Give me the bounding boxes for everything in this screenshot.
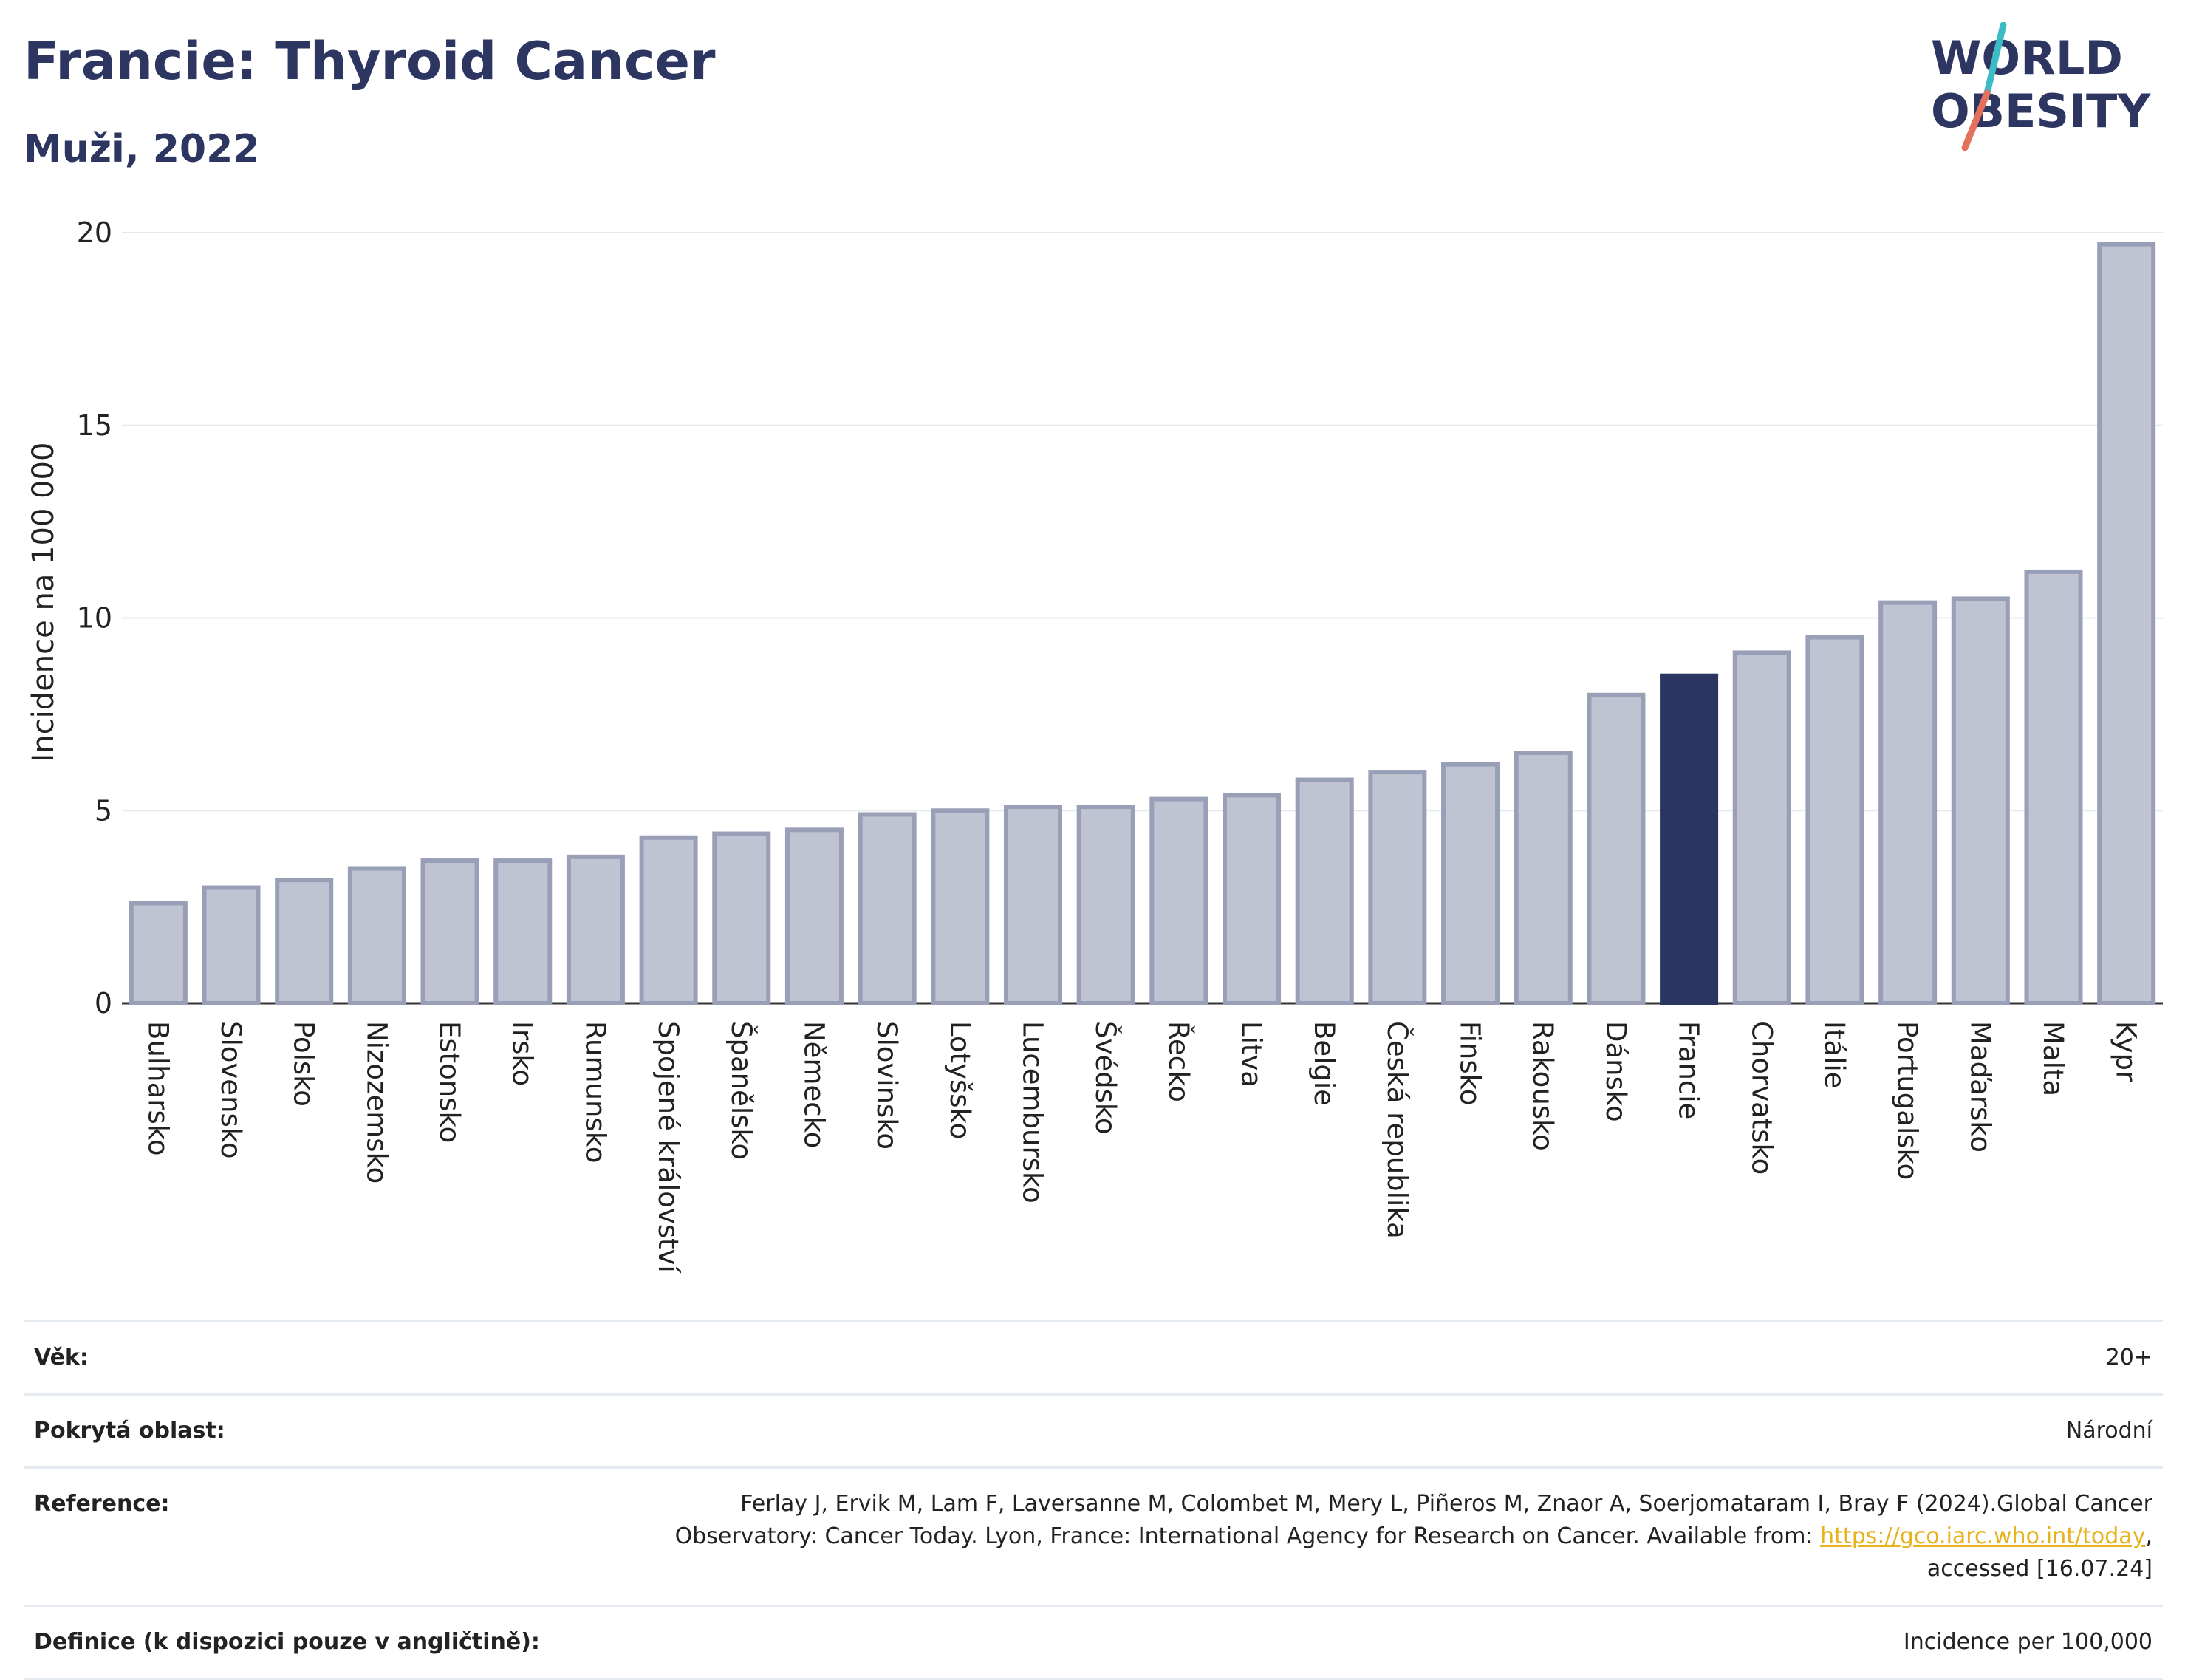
meta-value: Národní (2065, 1418, 2152, 1444)
bar-finsko (1441, 762, 1500, 1005)
bar-bulharsko (129, 901, 188, 1005)
logo-line-2: OBESITY (1931, 84, 2151, 138)
bar-německo (784, 827, 844, 1006)
x-tick-label: Slovinsko (871, 1021, 903, 1150)
x-tick-label: Německo (798, 1021, 830, 1148)
x-tick-label: Portugalsko (1892, 1021, 1924, 1180)
bar-polsko (275, 878, 334, 1005)
x-tick-label: Chorvatsko (1745, 1021, 1777, 1175)
bar-chorvatsko (1732, 650, 1791, 1005)
reference-text: Ferlay J, Ervik M, Lam F, Laversanne M, … (674, 1491, 2152, 1549)
x-tick-label: Malta (2037, 1021, 2069, 1096)
y-axis-label: Incidence na 100 000 (27, 443, 61, 762)
bar-slovinsko (858, 812, 917, 1006)
bar-maďarsko (1951, 596, 2010, 1005)
x-tick-label: Česká republika (1381, 1021, 1414, 1239)
y-tick-label: 10 (77, 602, 112, 635)
bar-chart: 0 5 10 15 20 Bulharsko Slovensko Polsko Nizozem… (27, 216, 2163, 1274)
bar-dánsko (1587, 692, 1646, 1005)
x-tick-label: Itálie (1819, 1021, 1850, 1088)
bar-lotyšsko (931, 808, 990, 1005)
world-obesity-logo: WORLD OBESITY (1931, 22, 2151, 151)
x-tick-label: Litva (1236, 1021, 1268, 1087)
meta-label: Pokrytá oblast: (34, 1418, 225, 1444)
bar-slovensko (202, 885, 261, 1005)
meta-value: Incidence per 100,000 (1903, 1629, 2152, 1655)
x-tick-label: Irsko (507, 1021, 538, 1086)
x-tick-label: Polsko (288, 1021, 320, 1107)
bar-řecko (1149, 796, 1208, 1005)
logo-line-1: WORLD (1931, 31, 2123, 85)
chart-title: Francie: Thyroid Cancer (24, 31, 716, 92)
bar-francie (1660, 673, 1719, 1005)
meta-row: Věk: 20+ (24, 1321, 2163, 1395)
bar-irsko (493, 858, 553, 1005)
x-tick-label: Estonsko (434, 1021, 465, 1143)
bar-spojené-království (639, 835, 698, 1005)
reference-accessed: , accessed [16.07.24] (1926, 1523, 2152, 1582)
meta-value: Ferlay J, Ervik M, Lam F, Laversanne M, … (606, 1468, 2163, 1606)
y-tick-layer: 0 5 10 15 20 (77, 216, 112, 1020)
bar-kypr (2097, 242, 2156, 1005)
bar-malta (2024, 569, 2083, 1005)
bar-litva (1223, 793, 1282, 1005)
x-tick-label: Rumunsko (579, 1021, 611, 1163)
bar-česká-republika (1368, 770, 1427, 1005)
logo-slash-teal (1983, 22, 2007, 97)
bar-španělsko (712, 831, 771, 1005)
x-tick-label: Španělsko (725, 1021, 758, 1160)
x-tick-label: Belgie (1308, 1021, 1340, 1106)
bar-itálie (1805, 635, 1864, 1005)
meta-row: Reference: Ferlay J, Ervik M, Lam F, Lave… (24, 1467, 2163, 1606)
bar-layer (129, 242, 2156, 1006)
x-tick-layer: Bulharsko Slovensko Polsko Nizozemsko Estons… (142, 1021, 2141, 1274)
meta-label: Věk: (34, 1345, 89, 1370)
meta-row: Definice (k dispozici pouze v angličtině… (24, 1605, 2163, 1679)
reference-link[interactable]: https://gco.iarc.who.int/today (1820, 1523, 2146, 1549)
chart-subtitle: Muži, 2022 (24, 127, 260, 171)
y-tick-label: 0 (95, 987, 112, 1020)
x-tick-label: Bulharsko (142, 1021, 174, 1155)
bar-estonsko (420, 858, 479, 1005)
bar-rumunsko (566, 854, 625, 1006)
logo-slash-coral (1961, 89, 1991, 151)
meta-label: Definice (k dispozici pouze v angličtině… (34, 1629, 540, 1655)
y-tick-label: 5 (95, 794, 112, 827)
meta-row: Pokrytá oblast: Národní (24, 1394, 2163, 1468)
x-tick-label: Lucembursko (1016, 1021, 1048, 1203)
x-tick-label: Maďarsko (1964, 1021, 1996, 1153)
meta-value: 20+ (2105, 1345, 2152, 1370)
bar-švédsko (1076, 805, 1135, 1005)
x-tick-label: Rakousko (1527, 1021, 1559, 1151)
y-tick-label: 20 (77, 216, 112, 249)
bar-portugalsko (1878, 600, 1938, 1005)
x-tick-label: Spojené království (652, 1021, 684, 1274)
x-tick-label: Finsko (1454, 1021, 1486, 1105)
y-tick-label: 15 (77, 409, 112, 442)
x-tick-label: Dánsko (1600, 1021, 1632, 1122)
bar-rakousko (1514, 751, 1573, 1006)
bar-nizozemsko (347, 866, 406, 1005)
x-tick-label: Lotyšsko (944, 1021, 976, 1139)
x-tick-label: Francie (1673, 1021, 1705, 1119)
meta-label: Reference: (34, 1491, 170, 1517)
x-tick-label: Slovensko (215, 1021, 247, 1159)
metadata-table: Věk: 20+ Pokrytá oblast: Národní Reference: F… (24, 1320, 2163, 1680)
x-tick-label: Nizozemsko (360, 1021, 392, 1184)
x-tick-label: Kypr (2110, 1021, 2142, 1082)
x-tick-label: Švédsko (1090, 1021, 1122, 1135)
x-tick-label: Řecko (1163, 1021, 1195, 1102)
bar-belgie (1295, 777, 1354, 1006)
bar-lucembursko (1003, 805, 1062, 1005)
